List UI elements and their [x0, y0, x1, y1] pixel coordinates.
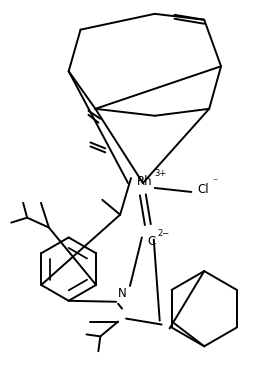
Text: 2−: 2− [158, 229, 170, 238]
Text: Cl: Cl [198, 183, 209, 196]
Text: Rh: Rh [137, 174, 153, 187]
Text: 3+: 3+ [155, 169, 167, 178]
Text: N: N [118, 287, 127, 300]
Text: ⁻: ⁻ [213, 177, 218, 187]
Text: C: C [148, 235, 156, 248]
